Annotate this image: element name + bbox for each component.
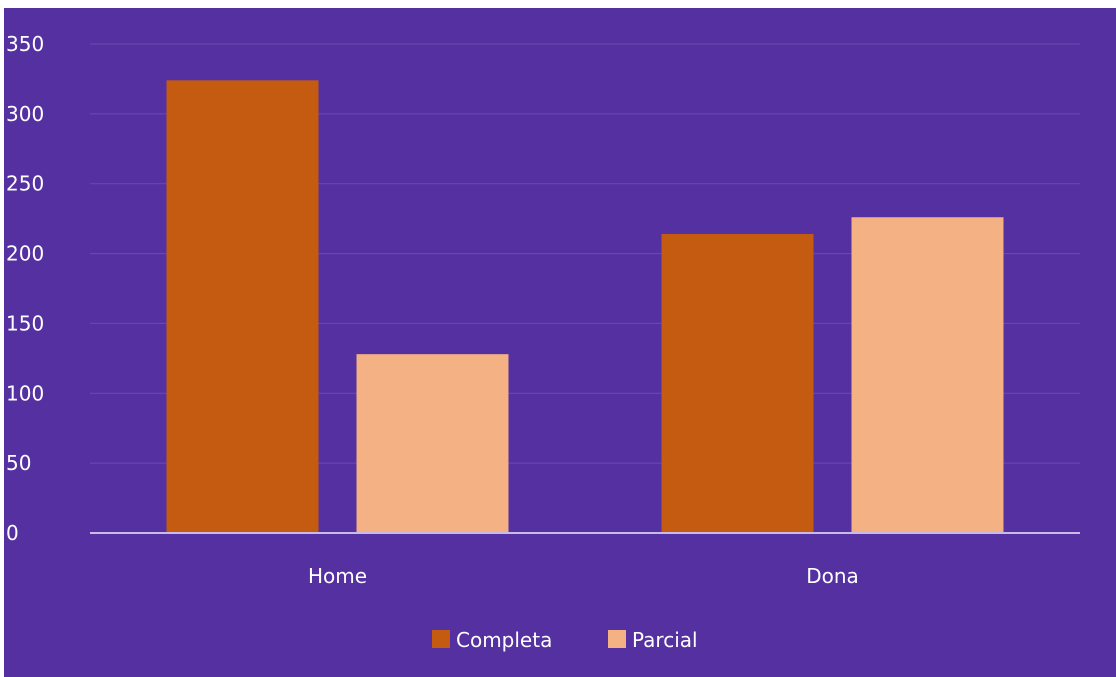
legend-label-parcial: Parcial xyxy=(632,628,698,652)
y-tick-label: 200 xyxy=(6,242,44,266)
x-axis-categories: Home Dona xyxy=(308,564,859,588)
y-tick-label: 0 xyxy=(6,521,19,545)
y-tick-label: 100 xyxy=(6,381,44,405)
x-category-label: Home xyxy=(308,564,367,588)
bar-parcial-dona xyxy=(851,217,1004,533)
chart-container: 0 50 100 150 200 250 300 350 Home Dona Completa P… xyxy=(4,8,1116,677)
y-tick-label: 150 xyxy=(6,311,44,335)
bar-parcial-home xyxy=(356,354,509,533)
bar-chart: 0 50 100 150 200 250 300 350 Home Dona Completa P… xyxy=(4,8,1116,677)
legend-swatch-completa xyxy=(432,630,450,648)
y-tick-label: 350 xyxy=(6,32,44,56)
y-tick-label: 50 xyxy=(6,451,31,475)
y-tick-label: 250 xyxy=(6,172,44,196)
y-tick-label: 300 xyxy=(6,102,44,126)
bars xyxy=(166,80,1004,534)
y-axis-ticks: 0 50 100 150 200 250 300 350 xyxy=(6,32,44,545)
legend-swatch-parcial xyxy=(608,630,626,648)
legend: Completa Parcial xyxy=(432,628,698,652)
bar-completa-dona xyxy=(661,234,814,534)
bar-completa-home xyxy=(166,80,319,533)
x-category-label: Dona xyxy=(806,564,859,588)
legend-label-completa: Completa xyxy=(456,628,552,652)
